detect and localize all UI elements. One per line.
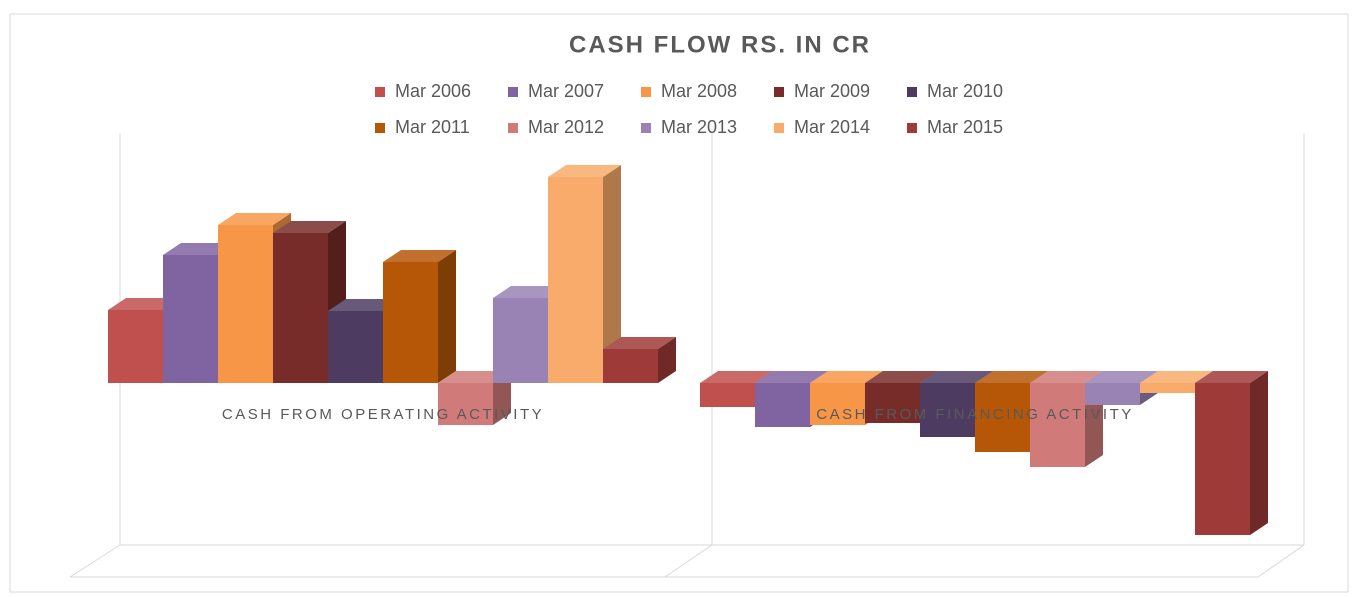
bar-top <box>1030 371 1103 383</box>
x-tick-label: CASH FROM FINANCING ACTIVITY <box>816 406 1134 423</box>
bar-front <box>438 383 493 425</box>
bar-front <box>1030 383 1085 467</box>
bar-front <box>108 310 163 383</box>
legend-swatch <box>641 87 651 97</box>
legend-swatch <box>508 123 518 133</box>
chart-title: CASH FLOW RS. IN CR <box>569 31 871 58</box>
bar-top <box>273 221 346 233</box>
bar-front <box>383 262 438 383</box>
bar-top <box>920 371 993 383</box>
legend-swatch <box>774 87 784 97</box>
legend-label: Mar 2007 <box>528 81 604 101</box>
legend-swatch <box>508 87 518 97</box>
bar-front <box>163 255 218 383</box>
bar-top <box>603 337 676 349</box>
legend-label: Mar 2011 <box>395 117 470 137</box>
legend-swatch <box>641 123 651 133</box>
bar-front <box>1195 383 1250 535</box>
bar-top <box>548 165 621 177</box>
bar-front <box>273 233 328 383</box>
bar-front <box>548 177 603 383</box>
chart-walls <box>69 133 1305 578</box>
bar-front <box>700 383 755 407</box>
bar-front <box>975 383 1030 452</box>
bar-top <box>810 371 883 383</box>
bar-top <box>108 298 181 310</box>
bar-top <box>328 299 401 311</box>
bar-side <box>493 371 511 425</box>
legend-label: Mar 2015 <box>927 117 1003 137</box>
bar-top <box>1195 371 1268 383</box>
legend-swatch <box>774 123 784 133</box>
bar-top <box>218 213 291 225</box>
bar-top <box>1140 371 1213 383</box>
bar-front <box>218 225 273 383</box>
bar-top <box>755 371 828 383</box>
legend-swatch <box>375 87 385 97</box>
bar-side <box>658 337 676 383</box>
legend-label: Mar 2014 <box>794 117 870 137</box>
legend-swatch <box>907 123 917 133</box>
bar-front <box>1085 383 1140 405</box>
bar-side <box>603 165 621 383</box>
legend-label: Mar 2013 <box>661 117 737 137</box>
bar-front <box>493 298 548 383</box>
bar-front <box>1140 383 1195 393</box>
bar-front <box>865 383 920 423</box>
bar-front <box>603 349 658 383</box>
bar-top <box>438 371 511 383</box>
bar-front <box>328 311 383 383</box>
bar-front <box>920 383 975 437</box>
bar-side <box>1250 371 1268 535</box>
legend-label: Mar 2006 <box>395 81 471 101</box>
bar-top <box>383 250 456 262</box>
bar-side <box>438 250 456 383</box>
legend-label: Mar 2012 <box>528 117 604 137</box>
bar-front <box>755 383 810 427</box>
bar-top <box>163 243 236 255</box>
bar-top <box>493 286 566 298</box>
bar-front <box>810 383 865 425</box>
bar-top <box>700 371 773 383</box>
legend-swatch <box>907 87 917 97</box>
legend-swatch <box>375 123 385 133</box>
bar-top <box>1085 371 1158 383</box>
x-tick-label: CASH FROM OPERATING ACTIVITY <box>222 406 544 423</box>
legend-label: Mar 2008 <box>661 81 737 101</box>
legend-label: Mar 2009 <box>794 81 870 101</box>
bar-top <box>865 371 938 383</box>
legend-label: Mar 2010 <box>927 81 1003 101</box>
bar-top <box>975 371 1048 383</box>
